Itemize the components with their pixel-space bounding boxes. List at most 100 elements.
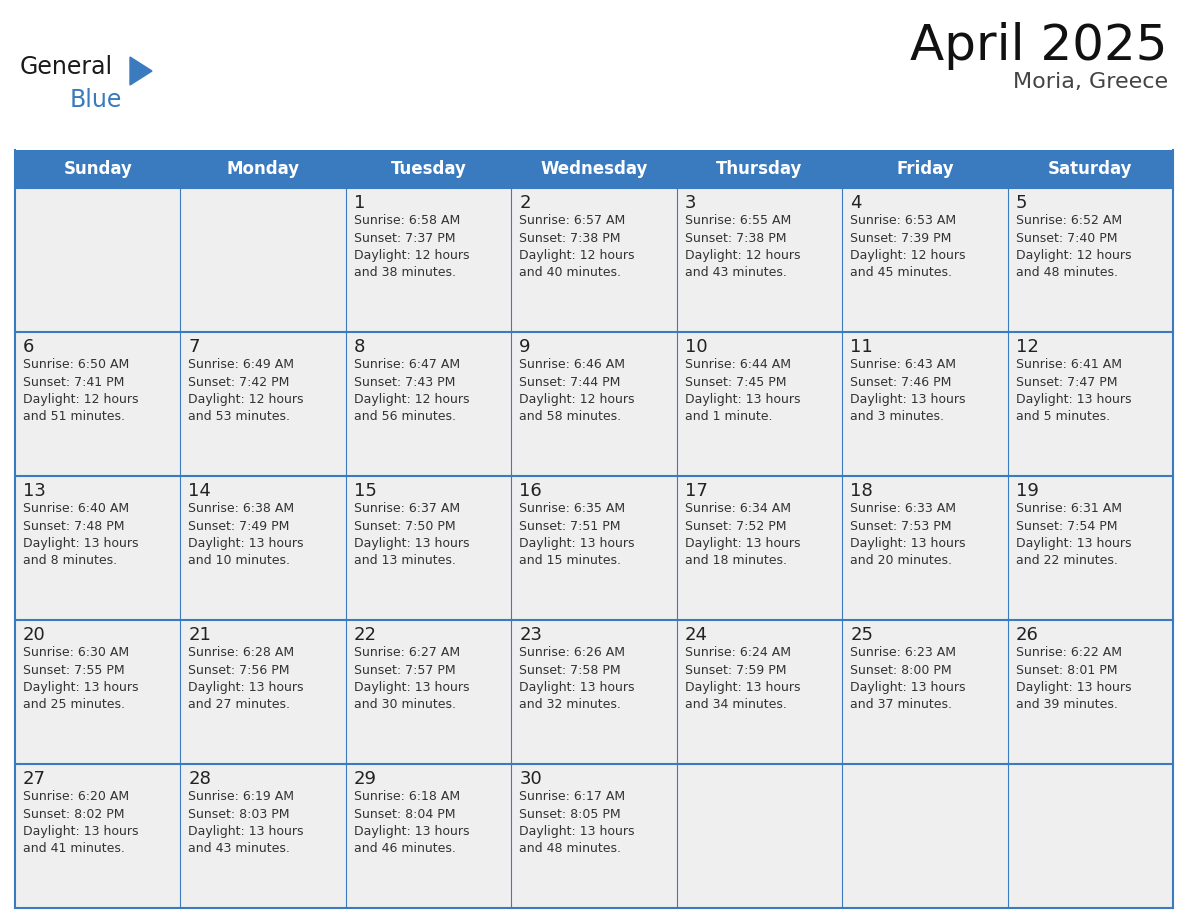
Bar (842, 476, 1007, 620)
Text: 6: 6 (23, 338, 34, 356)
Bar (181, 476, 346, 620)
Text: Sunrise: 6:27 AM
Sunset: 7:57 PM
Daylight: 13 hours
and 30 minutes.: Sunrise: 6:27 AM Sunset: 7:57 PM Dayligh… (354, 646, 469, 711)
Bar (842, 620, 1007, 764)
Text: Sunrise: 6:47 AM
Sunset: 7:43 PM
Daylight: 12 hours
and 56 minutes.: Sunrise: 6:47 AM Sunset: 7:43 PM Dayligh… (354, 358, 469, 423)
Text: Sunrise: 6:46 AM
Sunset: 7:44 PM
Daylight: 12 hours
and 58 minutes.: Sunrise: 6:46 AM Sunset: 7:44 PM Dayligh… (519, 358, 634, 423)
Text: Sunrise: 6:52 AM
Sunset: 7:40 PM
Daylight: 12 hours
and 48 minutes.: Sunrise: 6:52 AM Sunset: 7:40 PM Dayligh… (1016, 214, 1131, 279)
Bar (677, 188, 842, 332)
Text: 11: 11 (851, 338, 873, 356)
Text: Sunrise: 6:19 AM
Sunset: 8:03 PM
Daylight: 13 hours
and 43 minutes.: Sunrise: 6:19 AM Sunset: 8:03 PM Dayligh… (189, 790, 304, 856)
Text: 1: 1 (354, 194, 365, 212)
Text: 25: 25 (851, 626, 873, 644)
Text: Sunrise: 6:28 AM
Sunset: 7:56 PM
Daylight: 13 hours
and 27 minutes.: Sunrise: 6:28 AM Sunset: 7:56 PM Dayligh… (189, 646, 304, 711)
Bar (677, 332, 842, 476)
Text: 12: 12 (1016, 338, 1038, 356)
Bar (346, 764, 511, 908)
Polygon shape (129, 57, 152, 85)
Text: 29: 29 (354, 770, 377, 788)
Text: 20: 20 (23, 626, 46, 644)
Bar (842, 332, 1007, 476)
Bar (1007, 764, 1173, 908)
Text: Sunrise: 6:44 AM
Sunset: 7:45 PM
Daylight: 13 hours
and 1 minute.: Sunrise: 6:44 AM Sunset: 7:45 PM Dayligh… (684, 358, 801, 423)
Text: 10: 10 (684, 338, 707, 356)
Text: Blue: Blue (70, 88, 122, 112)
Bar (511, 332, 677, 476)
Text: Sunrise: 6:35 AM
Sunset: 7:51 PM
Daylight: 13 hours
and 15 minutes.: Sunrise: 6:35 AM Sunset: 7:51 PM Dayligh… (519, 502, 634, 567)
Bar (511, 476, 677, 620)
Text: 3: 3 (684, 194, 696, 212)
Text: Sunrise: 6:37 AM
Sunset: 7:50 PM
Daylight: 13 hours
and 13 minutes.: Sunrise: 6:37 AM Sunset: 7:50 PM Dayligh… (354, 502, 469, 567)
Bar (346, 188, 511, 332)
Text: 14: 14 (189, 482, 211, 500)
Text: 30: 30 (519, 770, 542, 788)
Text: Sunday: Sunday (63, 160, 132, 178)
Text: Sunrise: 6:18 AM
Sunset: 8:04 PM
Daylight: 13 hours
and 46 minutes.: Sunrise: 6:18 AM Sunset: 8:04 PM Dayligh… (354, 790, 469, 856)
Text: Thursday: Thursday (716, 160, 803, 178)
Text: Sunrise: 6:33 AM
Sunset: 7:53 PM
Daylight: 13 hours
and 20 minutes.: Sunrise: 6:33 AM Sunset: 7:53 PM Dayligh… (851, 502, 966, 567)
Text: Sunrise: 6:20 AM
Sunset: 8:02 PM
Daylight: 13 hours
and 41 minutes.: Sunrise: 6:20 AM Sunset: 8:02 PM Dayligh… (23, 790, 139, 856)
Text: General: General (20, 55, 113, 79)
Text: Sunrise: 6:58 AM
Sunset: 7:37 PM
Daylight: 12 hours
and 38 minutes.: Sunrise: 6:58 AM Sunset: 7:37 PM Dayligh… (354, 214, 469, 279)
Bar (511, 188, 677, 332)
Bar (15, 764, 181, 908)
Text: Moria, Greece: Moria, Greece (1013, 72, 1168, 92)
Bar (1007, 332, 1173, 476)
Text: Sunrise: 6:43 AM
Sunset: 7:46 PM
Daylight: 13 hours
and 3 minutes.: Sunrise: 6:43 AM Sunset: 7:46 PM Dayligh… (851, 358, 966, 423)
Bar (677, 764, 842, 908)
Text: Sunrise: 6:50 AM
Sunset: 7:41 PM
Daylight: 12 hours
and 51 minutes.: Sunrise: 6:50 AM Sunset: 7:41 PM Dayligh… (23, 358, 139, 423)
Text: 26: 26 (1016, 626, 1038, 644)
Text: 22: 22 (354, 626, 377, 644)
Bar (677, 620, 842, 764)
Text: 27: 27 (23, 770, 46, 788)
Text: 16: 16 (519, 482, 542, 500)
Text: Sunrise: 6:55 AM
Sunset: 7:38 PM
Daylight: 12 hours
and 43 minutes.: Sunrise: 6:55 AM Sunset: 7:38 PM Dayligh… (684, 214, 801, 279)
Text: Sunrise: 6:22 AM
Sunset: 8:01 PM
Daylight: 13 hours
and 39 minutes.: Sunrise: 6:22 AM Sunset: 8:01 PM Dayligh… (1016, 646, 1131, 711)
Text: 21: 21 (189, 626, 211, 644)
Text: 9: 9 (519, 338, 531, 356)
Bar (346, 332, 511, 476)
Bar (346, 620, 511, 764)
Bar (181, 620, 346, 764)
Text: Sunrise: 6:40 AM
Sunset: 7:48 PM
Daylight: 13 hours
and 8 minutes.: Sunrise: 6:40 AM Sunset: 7:48 PM Dayligh… (23, 502, 139, 567)
Text: 19: 19 (1016, 482, 1038, 500)
Text: 17: 17 (684, 482, 708, 500)
Text: 4: 4 (851, 194, 861, 212)
Bar (15, 620, 181, 764)
Bar (15, 188, 181, 332)
Text: 18: 18 (851, 482, 873, 500)
Bar (15, 476, 181, 620)
Text: Tuesday: Tuesday (391, 160, 467, 178)
Bar (181, 764, 346, 908)
Text: Sunrise: 6:34 AM
Sunset: 7:52 PM
Daylight: 13 hours
and 18 minutes.: Sunrise: 6:34 AM Sunset: 7:52 PM Dayligh… (684, 502, 801, 567)
Text: Saturday: Saturday (1048, 160, 1132, 178)
Bar (181, 332, 346, 476)
Bar (15, 332, 181, 476)
Text: 5: 5 (1016, 194, 1028, 212)
Text: Sunrise: 6:31 AM
Sunset: 7:54 PM
Daylight: 13 hours
and 22 minutes.: Sunrise: 6:31 AM Sunset: 7:54 PM Dayligh… (1016, 502, 1131, 567)
Text: Monday: Monday (227, 160, 299, 178)
Bar (346, 476, 511, 620)
Bar (15, 150, 1173, 188)
Text: 13: 13 (23, 482, 46, 500)
Text: 8: 8 (354, 338, 365, 356)
Bar (1007, 620, 1173, 764)
Bar (1007, 476, 1173, 620)
Text: 24: 24 (684, 626, 708, 644)
Bar (511, 620, 677, 764)
Bar (1007, 188, 1173, 332)
Bar (842, 764, 1007, 908)
Text: Sunrise: 6:24 AM
Sunset: 7:59 PM
Daylight: 13 hours
and 34 minutes.: Sunrise: 6:24 AM Sunset: 7:59 PM Dayligh… (684, 646, 801, 711)
Text: Friday: Friday (896, 160, 954, 178)
Text: Sunrise: 6:38 AM
Sunset: 7:49 PM
Daylight: 13 hours
and 10 minutes.: Sunrise: 6:38 AM Sunset: 7:49 PM Dayligh… (189, 502, 304, 567)
Text: Sunrise: 6:23 AM
Sunset: 8:00 PM
Daylight: 13 hours
and 37 minutes.: Sunrise: 6:23 AM Sunset: 8:00 PM Dayligh… (851, 646, 966, 711)
Text: Sunrise: 6:41 AM
Sunset: 7:47 PM
Daylight: 13 hours
and 5 minutes.: Sunrise: 6:41 AM Sunset: 7:47 PM Dayligh… (1016, 358, 1131, 423)
Bar (181, 188, 346, 332)
Text: 15: 15 (354, 482, 377, 500)
Bar (511, 764, 677, 908)
Text: Sunrise: 6:49 AM
Sunset: 7:42 PM
Daylight: 12 hours
and 53 minutes.: Sunrise: 6:49 AM Sunset: 7:42 PM Dayligh… (189, 358, 304, 423)
Text: 7: 7 (189, 338, 200, 356)
Text: Sunrise: 6:57 AM
Sunset: 7:38 PM
Daylight: 12 hours
and 40 minutes.: Sunrise: 6:57 AM Sunset: 7:38 PM Dayligh… (519, 214, 634, 279)
Text: 28: 28 (189, 770, 211, 788)
Text: 2: 2 (519, 194, 531, 212)
Text: Sunrise: 6:17 AM
Sunset: 8:05 PM
Daylight: 13 hours
and 48 minutes.: Sunrise: 6:17 AM Sunset: 8:05 PM Dayligh… (519, 790, 634, 856)
